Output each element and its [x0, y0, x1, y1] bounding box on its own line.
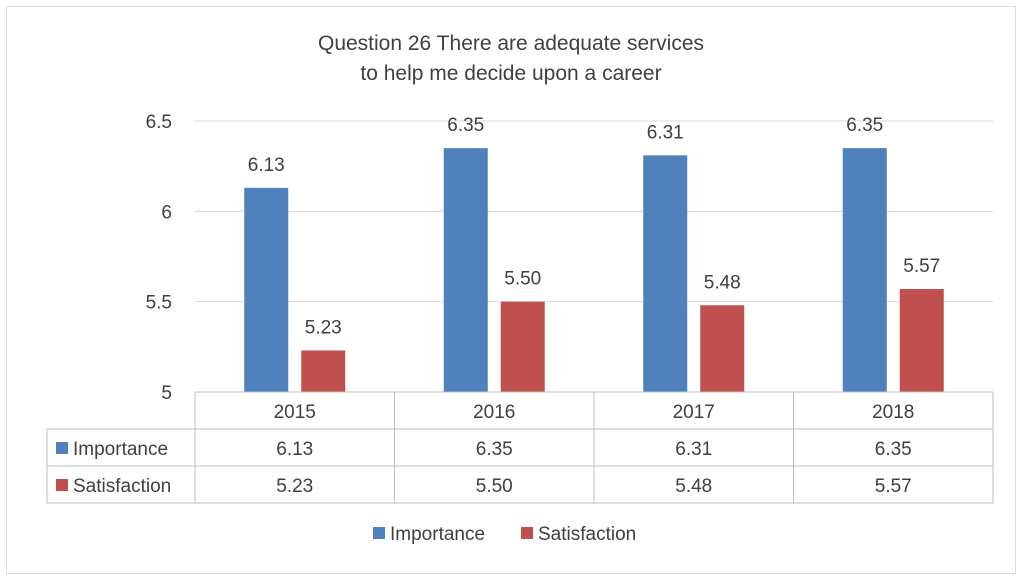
y-tick-label: 6 — [161, 202, 172, 223]
bar-importance-2018 — [842, 148, 887, 392]
y-axis-tick-labels: 5 5.5 6 6.5 — [146, 112, 172, 404]
x-tick-label: 2017 — [673, 402, 715, 423]
y-tick-label: 5 — [161, 383, 172, 404]
data-label: 6.35 — [447, 115, 484, 136]
table-cell: 5.57 — [875, 476, 912, 497]
x-tick-label: 2018 — [872, 402, 914, 423]
table-cell: 6.31 — [675, 439, 712, 460]
data-label: 6.31 — [647, 122, 684, 143]
legend-label-importance: Importance — [390, 524, 485, 545]
data-table: 2015 2016 2017 2018 Importance 6.13 6.35 6.31 6.… — [46, 391, 994, 504]
table-legend-key — [56, 479, 68, 491]
bar-satisfaction-2016 — [500, 301, 545, 392]
y-tick-label: 5.5 — [146, 293, 172, 314]
data-label: 6.35 — [846, 115, 883, 136]
table-legend-key — [56, 442, 68, 454]
legend-label-satisfaction: Satisfaction — [538, 524, 636, 545]
bar-satisfaction-2017 — [700, 305, 745, 392]
chart-title-line-1: Question 26 There are adequate services — [318, 32, 704, 55]
table-cell: 6.35 — [875, 439, 912, 460]
data-label: 5.48 — [704, 272, 741, 293]
data-label: 5.50 — [504, 269, 541, 290]
table-cell: 5.50 — [476, 476, 513, 497]
table-cell: 5.23 — [276, 476, 313, 497]
bars — [244, 148, 944, 392]
legend-key-importance — [373, 527, 385, 539]
bar-importance-2015 — [244, 187, 289, 392]
x-tick-label: 2016 — [473, 402, 515, 423]
table-cell: 6.13 — [276, 439, 313, 460]
table-cell: 6.35 — [476, 439, 513, 460]
data-label: 5.57 — [903, 256, 940, 277]
data-label: 5.23 — [305, 317, 342, 338]
y-tick-label: 6.5 — [146, 112, 172, 133]
chart-title-line-2: to help me decide upon a career — [360, 62, 661, 85]
legend-key-satisfaction — [521, 527, 533, 539]
table-series-name: Importance — [73, 439, 168, 460]
table-series-name: Satisfaction — [73, 476, 171, 497]
data-label: 6.13 — [248, 155, 285, 176]
legend: Importance Satisfaction — [373, 524, 636, 545]
bar-satisfaction-2018 — [899, 289, 944, 392]
bar-importance-2016 — [443, 148, 488, 392]
x-tick-label: 2015 — [274, 402, 316, 423]
bar-satisfaction-2015 — [301, 350, 346, 392]
bar-importance-2017 — [643, 155, 688, 392]
data-labels: 6.13 5.23 6.35 5.50 6.31 5.48 6.35 5.57 — [248, 115, 940, 338]
table-cell: 5.48 — [675, 476, 712, 497]
